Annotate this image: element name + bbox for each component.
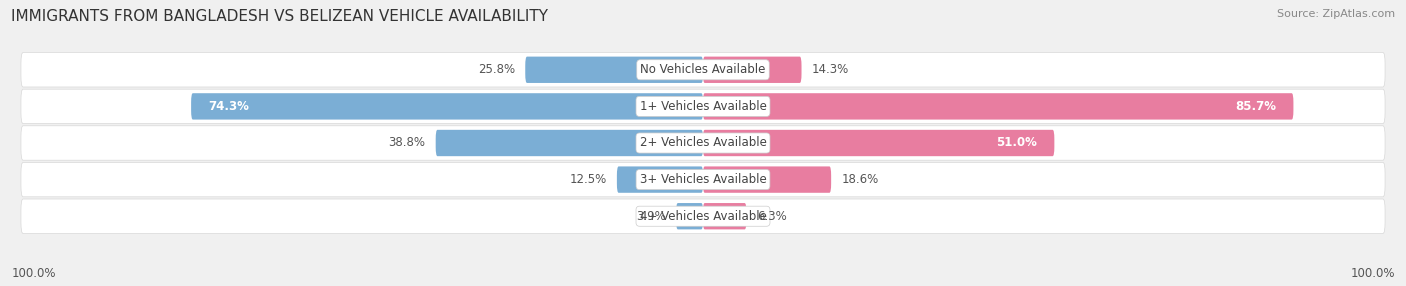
FancyBboxPatch shape — [703, 93, 1294, 120]
Text: 3+ Vehicles Available: 3+ Vehicles Available — [640, 173, 766, 186]
FancyBboxPatch shape — [191, 93, 703, 120]
Text: Source: ZipAtlas.com: Source: ZipAtlas.com — [1277, 9, 1395, 19]
Text: 2+ Vehicles Available: 2+ Vehicles Available — [640, 136, 766, 150]
Text: No Vehicles Available: No Vehicles Available — [640, 63, 766, 76]
FancyBboxPatch shape — [703, 130, 1054, 156]
Text: 14.3%: 14.3% — [811, 63, 849, 76]
FancyBboxPatch shape — [21, 199, 1385, 233]
Text: 25.8%: 25.8% — [478, 63, 515, 76]
Text: IMMIGRANTS FROM BANGLADESH VS BELIZEAN VEHICLE AVAILABILITY: IMMIGRANTS FROM BANGLADESH VS BELIZEAN V… — [11, 9, 548, 23]
Text: 51.0%: 51.0% — [997, 136, 1038, 150]
FancyBboxPatch shape — [676, 203, 703, 229]
FancyBboxPatch shape — [21, 89, 1385, 124]
Text: 6.3%: 6.3% — [756, 210, 786, 223]
FancyBboxPatch shape — [703, 166, 831, 193]
FancyBboxPatch shape — [21, 126, 1385, 160]
Text: 85.7%: 85.7% — [1236, 100, 1277, 113]
Text: 74.3%: 74.3% — [208, 100, 249, 113]
Text: 3.9%: 3.9% — [636, 210, 666, 223]
FancyBboxPatch shape — [21, 162, 1385, 197]
FancyBboxPatch shape — [526, 57, 703, 83]
Text: 100.0%: 100.0% — [11, 267, 56, 280]
Text: 18.6%: 18.6% — [841, 173, 879, 186]
Text: 1+ Vehicles Available: 1+ Vehicles Available — [640, 100, 766, 113]
FancyBboxPatch shape — [436, 130, 703, 156]
Text: 12.5%: 12.5% — [569, 173, 606, 186]
Text: 38.8%: 38.8% — [388, 136, 426, 150]
FancyBboxPatch shape — [703, 57, 801, 83]
FancyBboxPatch shape — [617, 166, 703, 193]
FancyBboxPatch shape — [703, 203, 747, 229]
Text: 4+ Vehicles Available: 4+ Vehicles Available — [640, 210, 766, 223]
FancyBboxPatch shape — [21, 53, 1385, 87]
Text: 100.0%: 100.0% — [1350, 267, 1395, 280]
